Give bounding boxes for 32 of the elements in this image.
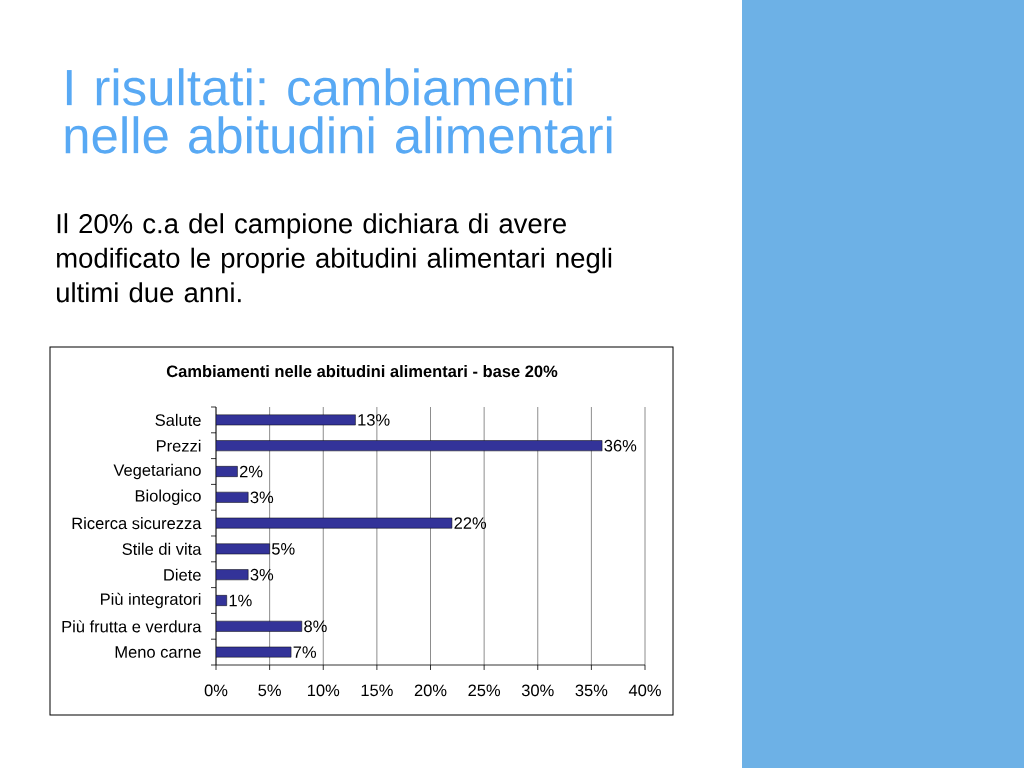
y-tick-label: Stile di vita [122,542,202,555]
x-tick-label: 30% [521,684,554,697]
data-label: 7% [293,646,317,658]
x-tick-label: 10% [308,684,340,697]
text: Cambiamenti nelle abitudini alimentari - base 20% [166,365,558,378]
data-label: 36% [604,439,637,452]
y-tick-label: Biologico [135,489,201,505]
x-tick-label: 15% [361,684,393,697]
y-tick-label: Ricerca sicurezza [72,517,202,530]
x-tick-label: 20% [414,684,447,697]
y-tick-label: Più frutta e verdura [62,620,202,633]
y-tick-label: Vegetariano [113,463,201,480]
y-tick-label: Meno carne [115,646,201,658]
data-label: 13% [358,414,390,426]
y-tick-label: Più integratori [101,592,201,609]
data-label: 8% [304,620,327,633]
y-tick-label: Salute [155,413,201,426]
y-tick-label: Diete [164,568,201,581]
chart-subtitle: Il 20% c.a del campione dichiara di avere modificato le proprie abitudini alimentari negli ultimi due anni. [56,213,612,303]
x-tick-label: 0% [204,684,228,697]
data-label: 3% [250,491,274,504]
data-label: 5% [271,543,295,555]
data-label: 3% [250,568,274,581]
y-tick-label: Prezzi [156,439,201,452]
data-label: 22% [454,517,487,529]
data-label: 2% [239,465,263,478]
x-tick-label: 35% [575,684,608,697]
chart-title: I risultati: cambiamenti nelle abitudini alimentari [65,68,612,154]
x-tick-label: 25% [468,684,501,697]
data-label: 1% [229,594,252,607]
x-tick-label: 5% [258,684,281,697]
x-tick-label: 40% [628,684,661,697]
